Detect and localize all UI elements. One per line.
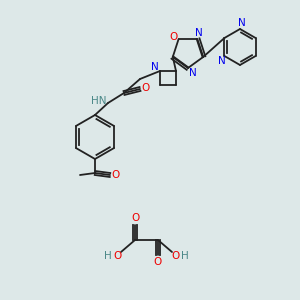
Text: H: H bbox=[181, 251, 189, 261]
Text: O: O bbox=[169, 32, 178, 42]
Text: O: O bbox=[142, 83, 150, 93]
Text: N: N bbox=[151, 62, 159, 72]
Text: N: N bbox=[194, 28, 202, 38]
Text: H: H bbox=[104, 251, 112, 261]
Text: O: O bbox=[112, 170, 120, 180]
Text: N: N bbox=[189, 68, 197, 78]
Text: N: N bbox=[218, 56, 225, 66]
Text: O: O bbox=[154, 257, 162, 267]
Text: O: O bbox=[172, 251, 180, 261]
Text: HN: HN bbox=[91, 96, 107, 106]
Text: O: O bbox=[113, 251, 121, 261]
Text: O: O bbox=[131, 213, 139, 223]
Text: N: N bbox=[238, 18, 246, 28]
